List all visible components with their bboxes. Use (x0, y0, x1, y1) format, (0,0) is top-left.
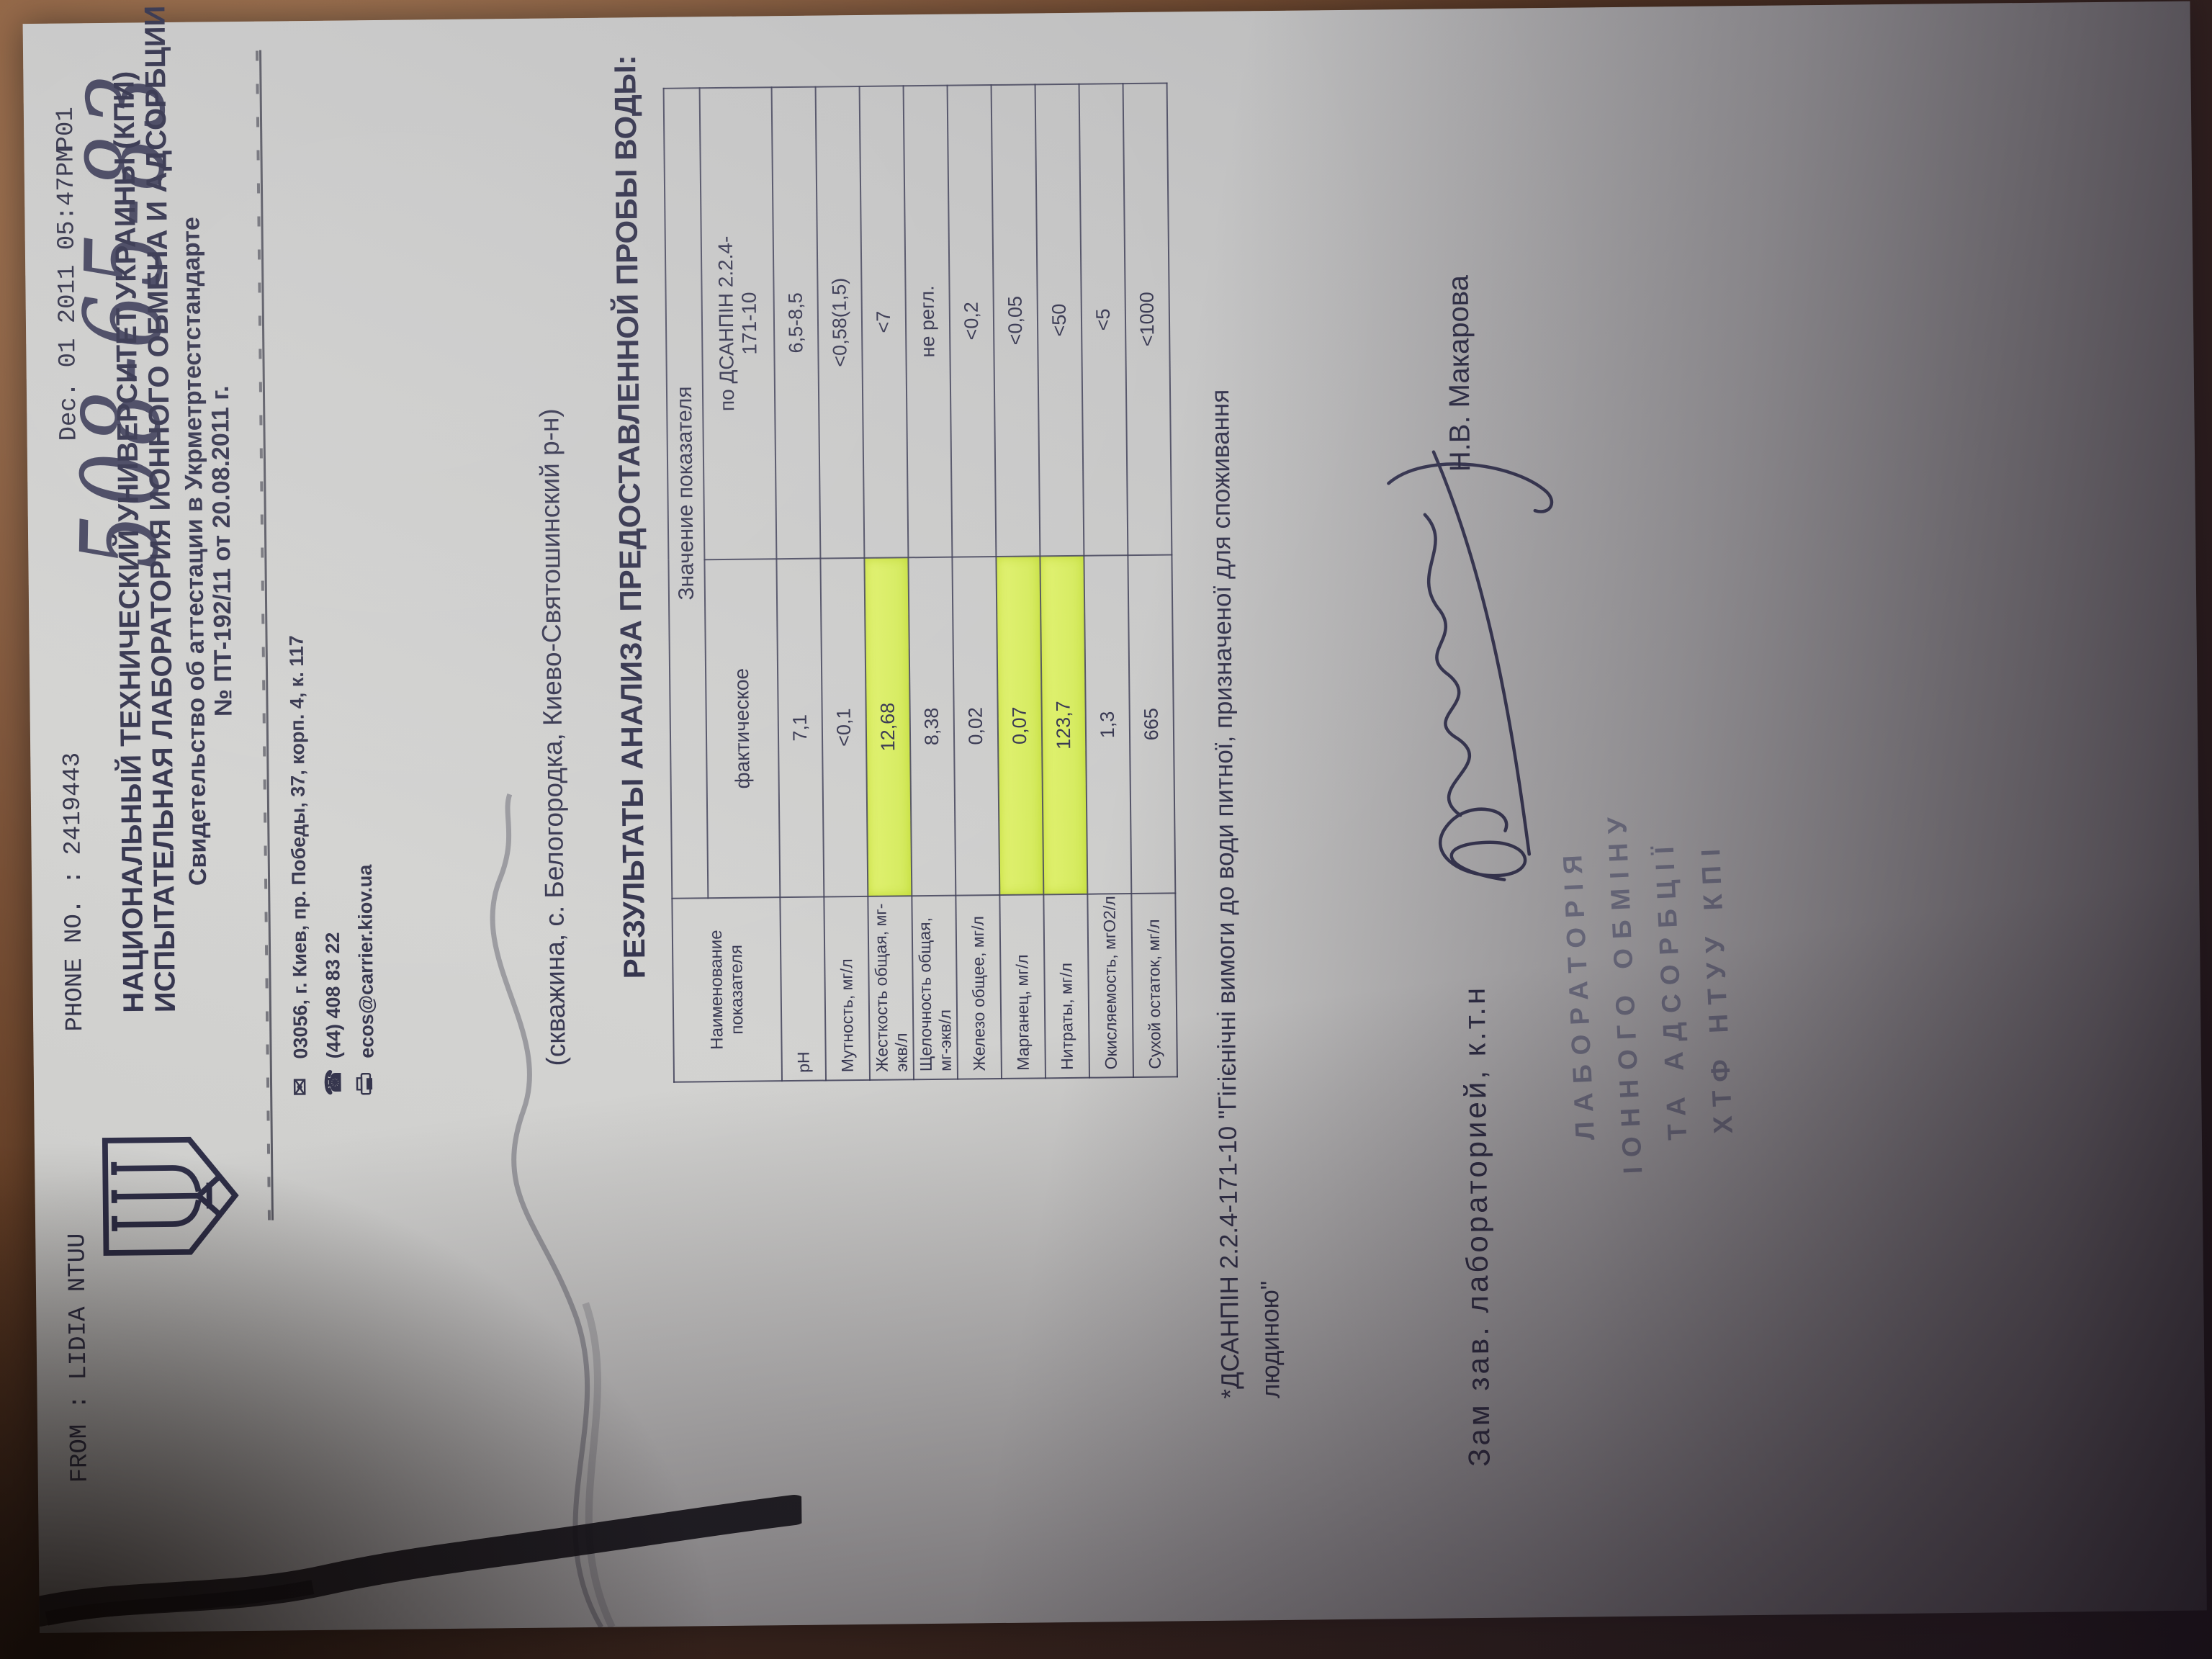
param-norm-value: <0,2 (947, 85, 997, 557)
phone-text: (44) 408 83 22 (321, 932, 345, 1059)
param-name: Нитраты, мг/л (1043, 894, 1090, 1079)
signer-position: Зам зав. лабораторией, к.т.н (1457, 984, 1496, 1467)
param-norm-value: <0,58(1,5) (815, 86, 865, 559)
param-norm-value: <7 (859, 86, 909, 558)
signer-name: Н.В. Макарова (1442, 274, 1477, 472)
param-actual-value: 0,02 (952, 557, 1000, 896)
param-norm-value: не регл. (903, 85, 953, 558)
param-actual-value: 1,3 (1084, 555, 1132, 894)
fax-icon (351, 1064, 383, 1095)
footnote-line1: *ДСАНПІН 2.2.4-171-10 "Гігієнічні вимоги… (1206, 389, 1245, 1399)
table-row: Сухой остаток, мг/л 665 <1000 (1123, 83, 1177, 1078)
param-actual-value: 123,7 (1040, 555, 1088, 895)
param-actual-value: 7,1 (776, 558, 824, 898)
address-block: ✉ 03056, г. Киев, пр. Победы, 37, корп. … (280, 634, 385, 1096)
signature-scrawl (1348, 404, 1581, 925)
param-name: Окисляемость, мгО2/л (1087, 894, 1133, 1078)
col-header-actual: фактическое (704, 559, 781, 899)
param-actual-value: 8,38 (908, 557, 956, 896)
param-norm-value: <50 (1035, 84, 1084, 557)
phone-icon: ☎ (321, 1069, 346, 1096)
param-name: Марганец, мг/л (999, 894, 1046, 1079)
letterhead-block: НАЦИОНАЛЬНЫЙ ТЕХНИЧЕСКИЙ УНИВЕРСИТЕТ УКР… (108, 6, 240, 1013)
fax-document-page: FROM : LIDIA NTUU PHONE NO. : 2419443 De… (22, 1, 2207, 1633)
email-text: ecos@carrier.kiov.ua (354, 864, 378, 1058)
ukraine-trident-icon (98, 1130, 247, 1262)
param-name: Сухой остаток, мг/л (1131, 893, 1177, 1078)
param-actual-value: 12,68 (864, 557, 912, 896)
col-header-norm: по ДСАНПІН 2.2.4- 171-10 (699, 87, 777, 560)
param-actual-value: <0,1 (820, 557, 868, 897)
param-name: pH (780, 896, 827, 1082)
envelope-icon: ✉ (288, 1077, 313, 1097)
fax-scan-streak (24, 1467, 810, 1633)
results-table: Наименование показателя Значение показат… (663, 82, 1178, 1082)
footnote: *ДСАНПІН 2.2.4-171-10 "Гігієнічні вимоги… (1200, 389, 1292, 1399)
param-norm-value: <0,05 (991, 84, 1040, 557)
param-norm-value: <5 (1079, 84, 1128, 556)
param-norm-value: 6,5-8,5 (771, 86, 821, 559)
col-header-parameter: Наименование показателя (672, 897, 783, 1082)
fax-noise-line (258, 50, 274, 1220)
param-name: Железо общее, мг/л (956, 894, 1002, 1079)
fax-from-line: FROM : LIDIA NTUU (64, 1233, 94, 1483)
param-norm-value: <1000 (1123, 83, 1172, 556)
sample-description: (скважина, с. Белогородка, Киево-Святоши… (534, 408, 571, 1066)
param-name: Щелочность общая, мг-экв/л (912, 895, 958, 1080)
param-name: Мутность, мг/л (824, 896, 871, 1081)
fax-phone-line: PHONE NO. : 2419443 (59, 752, 90, 1032)
footnote-line2: людиною" (1255, 1280, 1285, 1399)
address-text: 03056, г. Киев, пр. Победы, 37, корп. 4,… (285, 635, 312, 1059)
param-name: Жесткость общая, мг-экв/л (868, 896, 914, 1080)
param-actual-value: 0,07 (996, 556, 1044, 895)
lab-stamp: ЛАБОРАТОРІЯ ІОННОГО ОБМІНУ ТА АДСОРБЦІЇ … (1545, 748, 1751, 1231)
param-actual-value: 665 (1128, 554, 1176, 894)
